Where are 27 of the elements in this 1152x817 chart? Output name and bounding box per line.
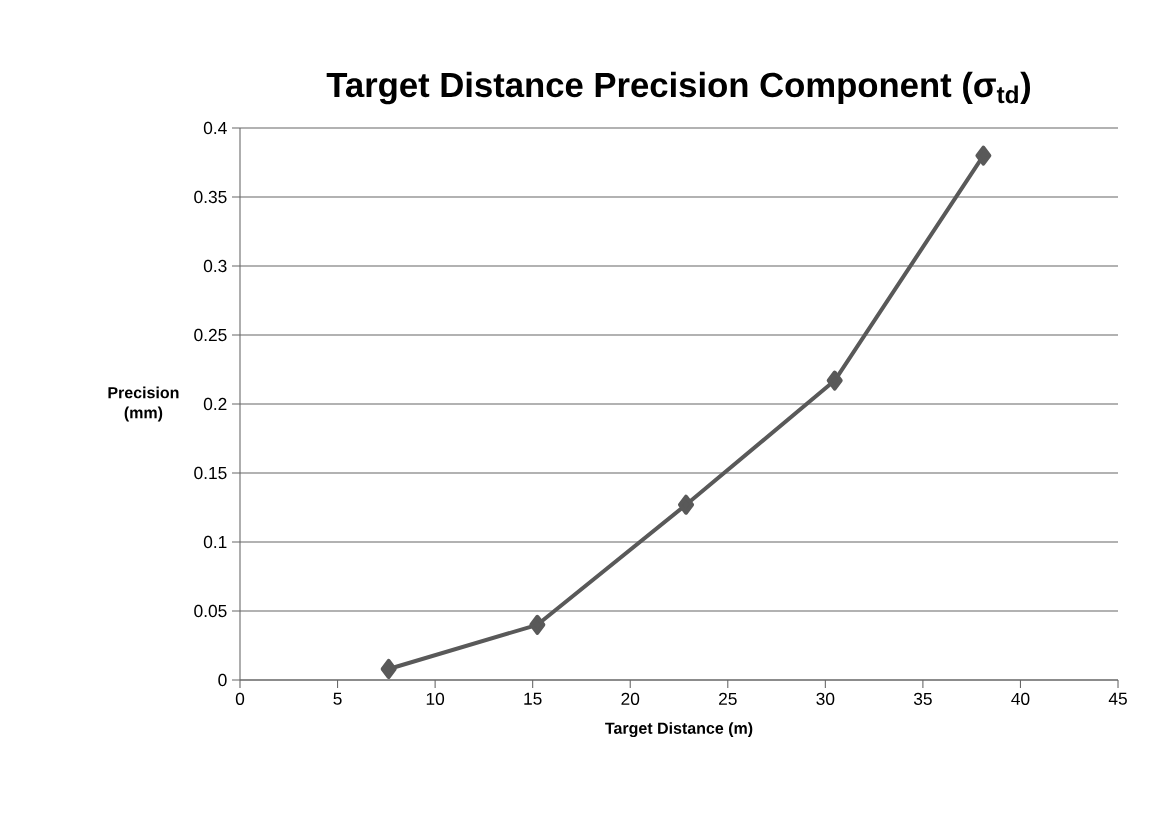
x-tick-label: 5 bbox=[333, 692, 342, 705]
y-tick-label: 0.05 bbox=[194, 604, 227, 618]
x-tick-label: 15 bbox=[524, 692, 542, 705]
y-tick-label: 0.25 bbox=[194, 328, 227, 342]
x-tick-label: 0 bbox=[235, 692, 245, 705]
y-tick-label: 0.4 bbox=[203, 121, 227, 135]
x-tick-label: 40 bbox=[1011, 692, 1030, 705]
x-tick-label: 20 bbox=[621, 692, 640, 705]
y-tick-label: 0.35 bbox=[194, 190, 227, 204]
x-tick-label: 10 bbox=[426, 692, 445, 705]
x-tick-label: 25 bbox=[719, 692, 737, 705]
x-axis-title: Target Distance (m) bbox=[605, 722, 753, 738]
point bbox=[975, 145, 992, 166]
y-tick-label: 0.3 bbox=[203, 259, 227, 273]
point bbox=[380, 658, 397, 679]
y-axis-title: Precision (mm) bbox=[108, 386, 179, 422]
point bbox=[529, 614, 546, 635]
y-tick-label: 0.15 bbox=[194, 466, 227, 480]
x-tick-label: 35 bbox=[913, 692, 932, 705]
y-tick-label: 0.1 bbox=[203, 535, 227, 549]
y-tick-label: 0 bbox=[218, 673, 227, 687]
chart-title: Target Distance Precision Component (σ$_{td}$) bbox=[326, 71, 1030, 105]
point bbox=[826, 370, 843, 391]
point bbox=[678, 494, 695, 515]
x-tick-label: 45 bbox=[1108, 692, 1127, 705]
y-tick-label: 0.2 bbox=[203, 397, 227, 411]
x-tick-label: 30 bbox=[816, 692, 835, 705]
